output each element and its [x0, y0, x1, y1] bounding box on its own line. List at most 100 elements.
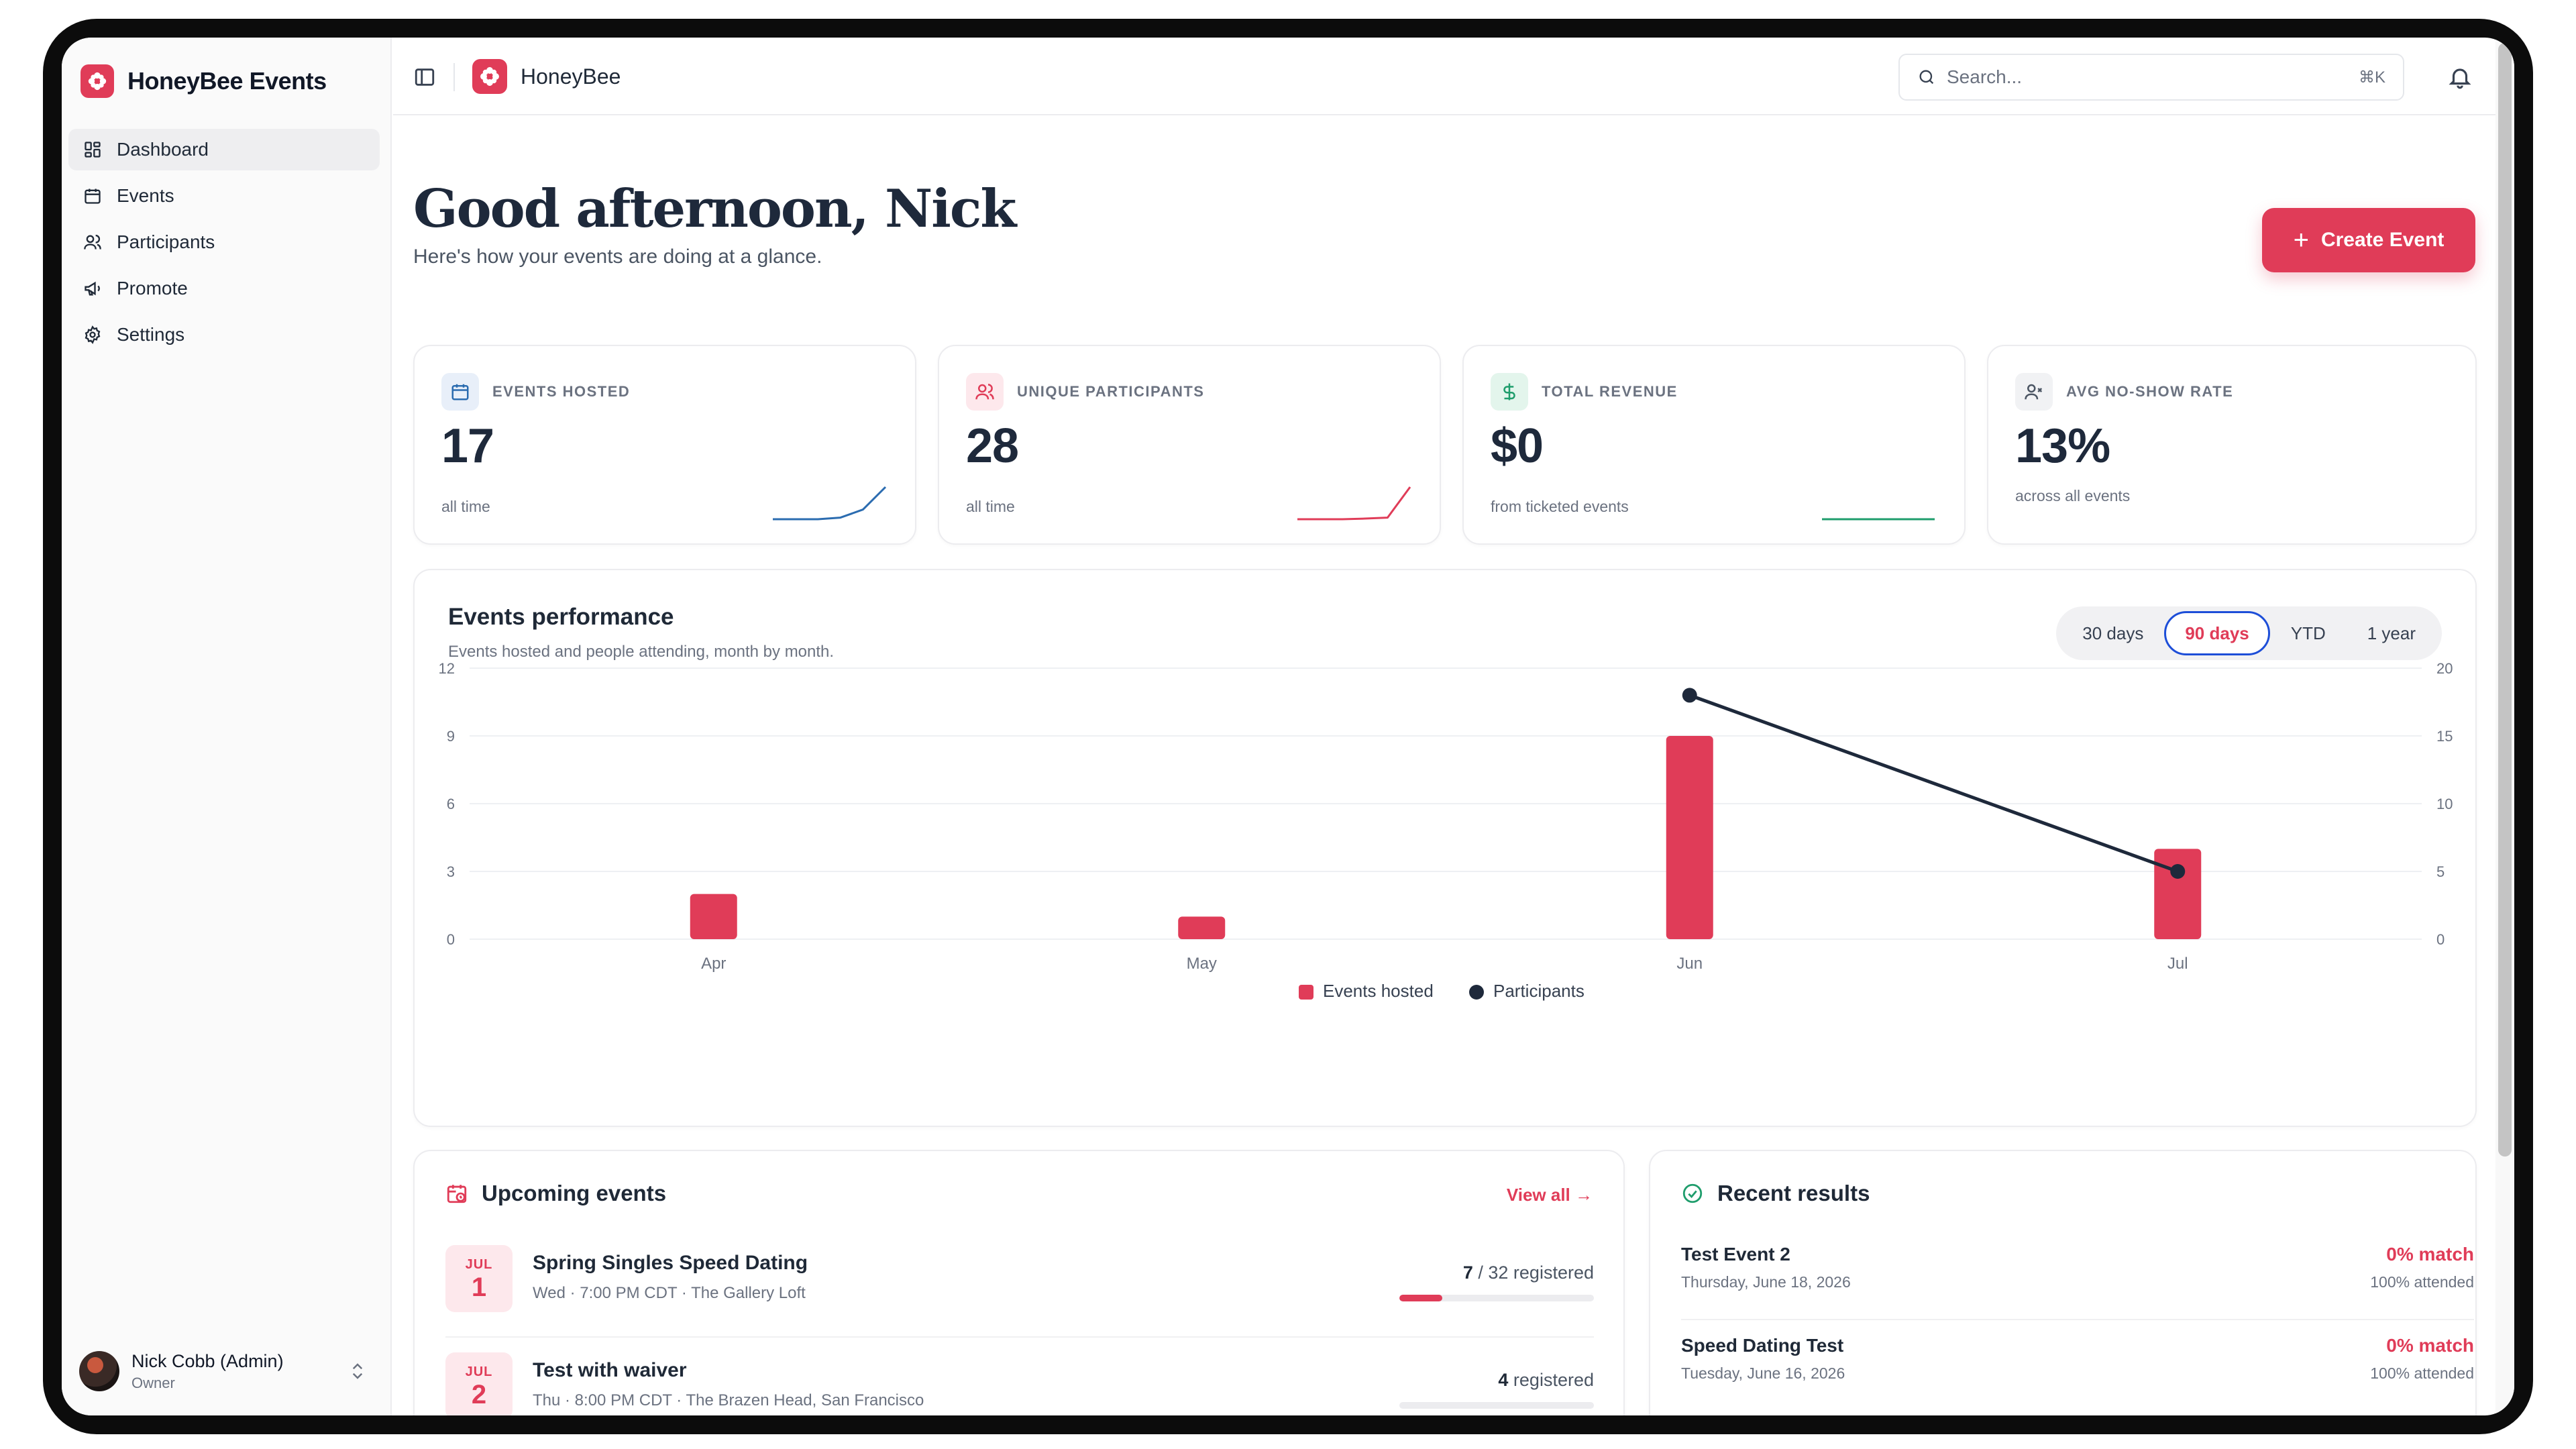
participants-line — [1688, 694, 2179, 873]
sidebar: HoneyBee Events Dashboard Events Partici… — [62, 38, 392, 1415]
event-row[interactable]: JUL 1 Spring Singles Speed Dating Wed · … — [445, 1230, 1594, 1338]
sidebar-item-label: Participants — [117, 231, 215, 252]
stat-label: UNIQUE PARTICIPANTS — [1017, 383, 1205, 400]
event-meta: Wed · 7:00 PM CDT · The Gallery Loft — [533, 1284, 806, 1302]
chart-title: Events performance — [448, 604, 674, 630]
result-row[interactable]: Test Event 2 Thursday, June 18, 2026 0% … — [1681, 1229, 2474, 1320]
bell-icon[interactable] — [2447, 64, 2473, 90]
stat-card-total-revenue: TOTAL REVENUE $0 from ticketed events — [1462, 345, 1966, 545]
y-tick-right: 10 — [2436, 796, 2453, 812]
x-tick-label: Apr — [701, 955, 726, 973]
sidebar-item-label: Events — [117, 185, 174, 206]
scrollbar-thumb[interactable] — [2498, 43, 2512, 1157]
range-selector: 30 days 90 days YTD 1 year — [2056, 606, 2442, 660]
stat-label: AVG NO-SHOW RATE — [2066, 383, 2234, 400]
panel-title-label: Upcoming events — [482, 1181, 667, 1205]
event-title: Test with waiver — [533, 1359, 687, 1381]
stat-subtext: from ticketed events — [1491, 498, 1629, 515]
sidebar-item-participants[interactable]: Participants — [68, 221, 380, 263]
range-90-days[interactable]: 90 days — [2164, 611, 2270, 655]
result-date: Thursday, June 18, 2026 — [1681, 1273, 1851, 1291]
megaphone-icon — [85, 281, 100, 296]
date-month: JUL — [465, 1257, 493, 1272]
result-attended: 100% attended — [2370, 1273, 2474, 1291]
app-window: HoneyBee Events Dashboard Events Partici… — [62, 38, 2514, 1415]
x-tick-label: Jun — [1676, 955, 1703, 973]
registered-label: registered — [1513, 1263, 1594, 1283]
participants-point[interactable] — [1682, 688, 1697, 703]
x-tick-label: May — [1187, 955, 1217, 973]
bar-may[interactable] — [1178, 916, 1226, 939]
bar-jun[interactable] — [1666, 736, 1713, 939]
stat-subtext: across all events — [2015, 487, 2131, 504]
main-content: Good afternoon, Nick Here's how your eve… — [393, 117, 2496, 1415]
search-box[interactable]: ⌘K — [1898, 54, 2404, 101]
sidebar-item-dashboard[interactable]: Dashboard — [68, 129, 380, 170]
y-tick-left: 12 — [439, 660, 455, 677]
events-performance-card: Events performance Events hosted and peo… — [413, 569, 2477, 1127]
view-all-link[interactable]: View all → — [1506, 1185, 1593, 1205]
sparkline-path — [773, 486, 887, 521]
y-tick-left: 6 — [447, 796, 455, 812]
stat-value: 17 — [441, 419, 494, 473]
result-match: 0% match — [2386, 1244, 2474, 1265]
create-event-label: Create Event — [2320, 229, 2445, 251]
plus-icon: + — [2293, 225, 2309, 255]
legend-swatch-participants — [1469, 985, 1484, 1000]
result-date: Tuesday, June 16, 2026 — [1681, 1364, 1845, 1382]
event-row[interactable]: JUL 2 Test with waiver Thu · 8:00 PM CDT… — [445, 1338, 1594, 1415]
top-brand[interactable]: HoneyBee — [472, 59, 621, 94]
user-x-icon — [2015, 373, 2053, 411]
sparkline — [1822, 518, 1935, 521]
sidebar-item-events[interactable]: Events — [68, 175, 380, 217]
calendar-clock-icon — [447, 1185, 467, 1203]
capacity: / 32 — [1478, 1263, 1509, 1283]
result-title: Test Event 2 — [1681, 1244, 1790, 1265]
sparkline — [1297, 486, 1411, 521]
stat-card-events-hosted: EVENTS HOSTED 17 all time — [413, 345, 916, 545]
sparkline-path — [1297, 486, 1411, 521]
stat-subtext: all time — [966, 498, 1015, 515]
event-registration: 4 registered — [1498, 1370, 1594, 1391]
sidebar-item-promote[interactable]: Promote — [68, 268, 380, 309]
recent-results-card: Recent results Test Event 2 Thursday, Ju… — [1649, 1150, 2477, 1415]
chevron-up-down-icon[interactable] — [347, 1359, 368, 1383]
stat-card-unique-participants: UNIQUE PARTICIPANTS 28 all time — [938, 345, 1441, 545]
registration-progress — [1399, 1295, 1594, 1301]
sidebar-item-label: Settings — [117, 324, 185, 345]
divider — [453, 63, 455, 91]
y-tick-right: 0 — [2436, 931, 2445, 948]
avatar — [79, 1351, 119, 1391]
user-name: Nick Cobb (Admin) — [131, 1350, 284, 1371]
range-1-year[interactable]: 1 year — [2367, 623, 2416, 643]
top-bar: HoneyBee ⌘K — [393, 38, 2514, 115]
sidebar-brand[interactable]: HoneyBee Events — [80, 64, 327, 98]
search-input[interactable] — [1947, 66, 2348, 88]
user-menu[interactable]: Nick Cobb (Admin) Owner — [79, 1344, 374, 1398]
result-row[interactable]: Speed Dating Test Tuesday, June 16, 2026… — [1681, 1320, 2474, 1411]
scrollbar[interactable] — [2496, 38, 2514, 1415]
result-attended: 100% attended — [2370, 1364, 2474, 1382]
user-role: Owner — [131, 1374, 175, 1391]
range-30-days[interactable]: 30 days — [2082, 623, 2144, 643]
bar-jul[interactable] — [2154, 849, 2202, 939]
date-badge: JUL 1 — [445, 1245, 513, 1312]
upcoming-events-title: Upcoming events — [445, 1181, 666, 1206]
legend-swatch-events — [1299, 985, 1313, 1000]
registered-count: 4 — [1498, 1370, 1509, 1390]
range-ytd[interactable]: YTD — [2290, 623, 2326, 643]
date-badge: JUL 2 — [445, 1352, 513, 1415]
stat-value: 13% — [2015, 419, 2110, 473]
registration-progress — [1399, 1402, 1594, 1409]
registered-count: 7 — [1462, 1263, 1473, 1283]
create-event-button[interactable]: + Create Event — [2262, 208, 2475, 272]
bar-apr[interactable] — [690, 894, 737, 939]
stat-label: TOTAL REVENUE — [1542, 383, 1678, 400]
stat-value: $0 — [1491, 419, 1544, 473]
participants-point[interactable] — [2170, 864, 2186, 879]
sidebar-toggle-icon[interactable] — [413, 66, 436, 89]
sidebar-item-settings[interactable]: Settings — [68, 314, 380, 356]
registration-progress-fill — [1399, 1295, 1442, 1301]
page-title: Good afternoon, Nick — [413, 178, 1016, 239]
users-icon — [84, 234, 101, 250]
